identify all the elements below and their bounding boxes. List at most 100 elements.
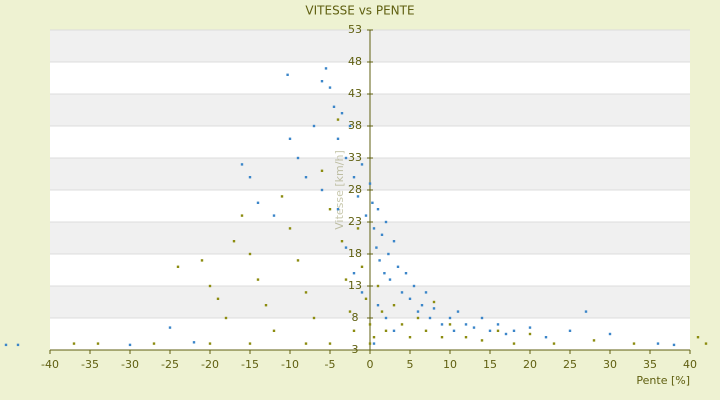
point bbox=[376, 304, 380, 307]
point bbox=[480, 339, 484, 342]
point bbox=[456, 310, 460, 313]
point bbox=[400, 291, 404, 294]
point bbox=[200, 259, 204, 262]
point bbox=[256, 201, 260, 204]
point bbox=[432, 300, 436, 304]
point bbox=[380, 233, 384, 236]
point bbox=[96, 342, 100, 345]
x-tick-label: -35 bbox=[81, 358, 99, 371]
point bbox=[192, 341, 196, 344]
y-tick-label: 28 bbox=[348, 183, 362, 196]
point bbox=[240, 214, 244, 217]
point bbox=[324, 67, 328, 70]
point bbox=[304, 342, 308, 345]
point bbox=[320, 188, 324, 192]
x-tick-label: 20 bbox=[523, 358, 537, 371]
x-tick-label: 0 bbox=[367, 358, 374, 371]
point bbox=[216, 297, 220, 300]
point bbox=[528, 326, 532, 329]
point bbox=[464, 323, 468, 326]
point bbox=[168, 326, 172, 329]
point bbox=[272, 329, 276, 332]
point bbox=[304, 291, 308, 294]
point bbox=[264, 304, 268, 307]
point bbox=[384, 220, 388, 224]
point bbox=[248, 342, 252, 345]
point bbox=[352, 272, 356, 275]
point bbox=[408, 297, 412, 300]
point bbox=[176, 265, 180, 268]
point bbox=[364, 297, 368, 300]
point bbox=[512, 342, 516, 345]
point bbox=[632, 342, 636, 345]
point bbox=[344, 246, 348, 249]
y-tick-label: 13 bbox=[348, 279, 362, 292]
point bbox=[344, 156, 348, 160]
x-tick-label: 30 bbox=[603, 358, 617, 371]
y-tick-label: 23 bbox=[348, 215, 362, 228]
point bbox=[656, 342, 660, 345]
point bbox=[696, 336, 700, 339]
point bbox=[348, 310, 352, 313]
y-tick-label: 18 bbox=[348, 247, 362, 260]
y-tick-label: 38 bbox=[348, 119, 362, 132]
point bbox=[440, 323, 444, 326]
point bbox=[592, 339, 596, 342]
point bbox=[240, 163, 244, 166]
x-tick-label: 35 bbox=[643, 358, 657, 371]
point bbox=[340, 240, 344, 243]
point bbox=[336, 137, 340, 140]
y-tick-label: 8 bbox=[352, 311, 359, 324]
point bbox=[286, 73, 289, 76]
x-axis-label: Pente [%] bbox=[636, 374, 690, 387]
point bbox=[440, 336, 444, 339]
point bbox=[280, 195, 284, 198]
point bbox=[480, 316, 484, 320]
point bbox=[332, 105, 336, 108]
point bbox=[304, 176, 308, 179]
point bbox=[496, 329, 500, 332]
x-tick-label: 40 bbox=[683, 358, 697, 371]
point bbox=[396, 265, 400, 268]
point bbox=[248, 176, 252, 179]
point bbox=[360, 265, 364, 268]
point bbox=[372, 227, 376, 230]
point bbox=[288, 137, 292, 140]
point bbox=[256, 278, 260, 281]
point bbox=[336, 118, 340, 121]
point bbox=[360, 291, 364, 294]
point bbox=[328, 86, 332, 89]
point bbox=[387, 252, 390, 256]
y-tick-label: 43 bbox=[348, 87, 362, 100]
point bbox=[368, 182, 372, 185]
x-tick-label: 25 bbox=[563, 358, 577, 371]
point bbox=[320, 169, 324, 172]
point bbox=[328, 208, 332, 211]
point bbox=[312, 124, 316, 128]
point bbox=[296, 156, 300, 160]
point bbox=[152, 342, 156, 345]
point bbox=[368, 323, 372, 326]
point bbox=[404, 272, 408, 275]
point bbox=[348, 124, 352, 128]
point bbox=[388, 278, 392, 281]
point bbox=[380, 310, 384, 313]
point bbox=[383, 272, 386, 275]
point bbox=[352, 176, 356, 179]
point bbox=[424, 291, 428, 294]
point bbox=[412, 284, 416, 288]
point bbox=[464, 336, 468, 339]
x-tick-label: -10 bbox=[281, 358, 299, 371]
point bbox=[448, 323, 452, 326]
point bbox=[448, 316, 452, 320]
point bbox=[368, 342, 372, 345]
point bbox=[352, 329, 356, 332]
point bbox=[416, 316, 420, 320]
point bbox=[552, 342, 556, 345]
point bbox=[16, 343, 20, 347]
point bbox=[704, 342, 708, 345]
x-tick-label: -25 bbox=[161, 358, 179, 371]
x-tick-label: 10 bbox=[443, 358, 457, 371]
point bbox=[4, 343, 8, 347]
